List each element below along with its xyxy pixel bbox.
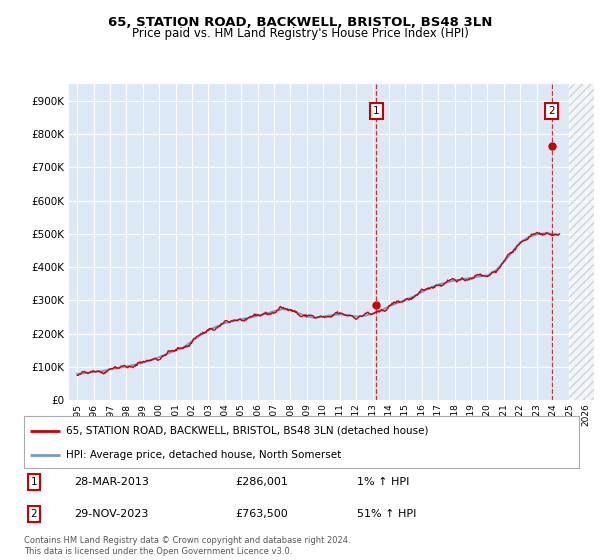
- Text: 1% ↑ HPI: 1% ↑ HPI: [357, 477, 409, 487]
- Text: 28-MAR-2013: 28-MAR-2013: [74, 477, 149, 487]
- Text: 2: 2: [31, 509, 37, 519]
- Text: £286,001: £286,001: [235, 477, 288, 487]
- Text: 51% ↑ HPI: 51% ↑ HPI: [357, 509, 416, 519]
- Text: HPI: Average price, detached house, North Somerset: HPI: Average price, detached house, Nort…: [65, 450, 341, 460]
- Text: 65, STATION ROAD, BACKWELL, BRISTOL, BS48 3LN (detached house): 65, STATION ROAD, BACKWELL, BRISTOL, BS4…: [65, 426, 428, 436]
- Text: 29-NOV-2023: 29-NOV-2023: [74, 509, 148, 519]
- Text: 65, STATION ROAD, BACKWELL, BRISTOL, BS48 3LN: 65, STATION ROAD, BACKWELL, BRISTOL, BS4…: [108, 16, 492, 29]
- Text: £763,500: £763,500: [235, 509, 287, 519]
- Text: 1: 1: [373, 106, 380, 116]
- Text: Price paid vs. HM Land Registry's House Price Index (HPI): Price paid vs. HM Land Registry's House …: [131, 27, 469, 40]
- Text: 2: 2: [548, 106, 555, 116]
- Text: Contains HM Land Registry data © Crown copyright and database right 2024.
This d: Contains HM Land Registry data © Crown c…: [24, 536, 350, 556]
- Text: 1: 1: [31, 477, 37, 487]
